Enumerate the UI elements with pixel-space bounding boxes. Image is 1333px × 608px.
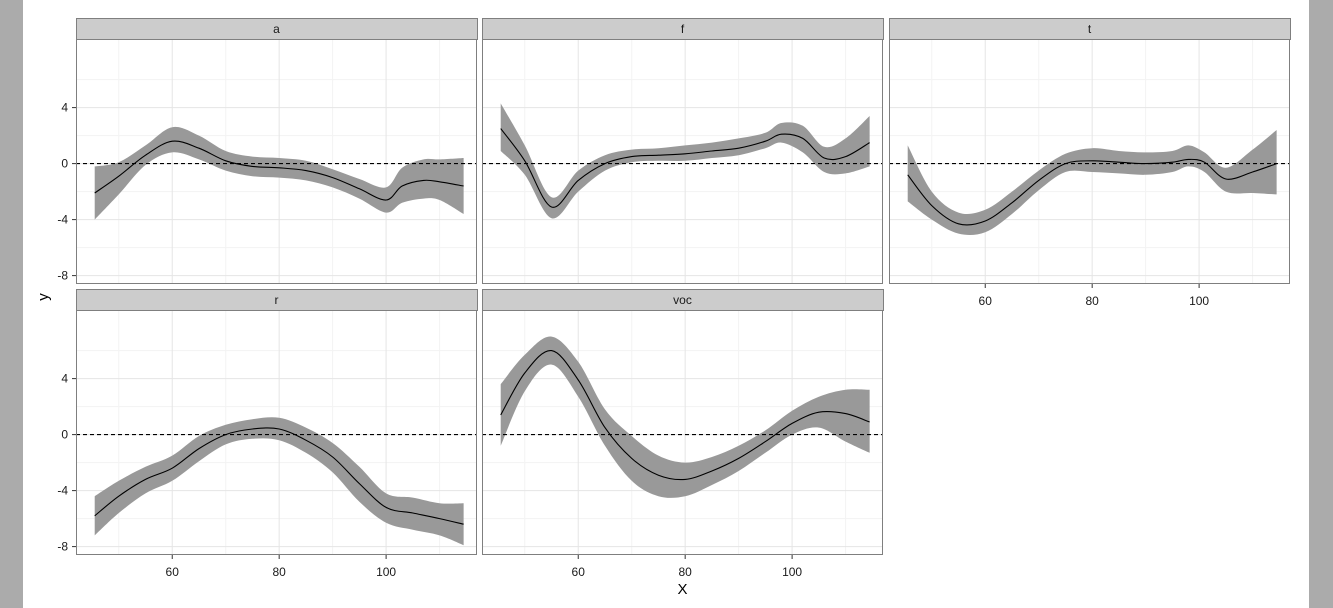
x-tick-label: 80 [678, 565, 692, 579]
x-tick-label: 60 [166, 565, 180, 579]
x-axis-title: X [677, 581, 687, 598]
x-tick-label: 100 [1189, 294, 1209, 308]
series-line-a [94, 140, 464, 201]
confidence-band [94, 126, 464, 220]
confidence-band [94, 417, 464, 546]
facet-panel-r: r -8 -4 0 4 60 80 100 [57, 289, 478, 579]
panel-border [482, 310, 883, 555]
y-tick-label: -8 [57, 540, 68, 554]
confidence-band [500, 103, 870, 219]
y-tick-label: 4 [61, 101, 68, 115]
x-tick-label: 60 [979, 294, 993, 308]
facet-panel-f: f [482, 18, 884, 284]
facet-strip-label: t [1088, 22, 1092, 36]
y-tick-label: -8 [57, 269, 68, 283]
facet-strip-label: voc [673, 293, 692, 307]
series-line-r [94, 427, 464, 525]
facet-strip-label: a [273, 22, 280, 36]
facet-strip-label: r [275, 293, 279, 307]
series-line-t [907, 158, 1277, 226]
x-tick-label: 100 [782, 565, 802, 579]
x-tick-label: 60 [572, 565, 586, 579]
panel-border [889, 39, 1290, 284]
facet-panel-voc: voc 60 80 100 [482, 289, 884, 579]
panel-border [76, 39, 477, 284]
series-line-f [500, 128, 870, 208]
y-tick-label: 0 [61, 157, 68, 171]
confidence-band [500, 336, 870, 498]
confidence-band [907, 130, 1277, 235]
panel-border [482, 39, 883, 284]
facet-strip-label: f [681, 22, 685, 36]
x-tick-label: 80 [272, 565, 286, 579]
facet-panel-t: t 60 80 100 [889, 18, 1291, 308]
faceted-chart: a -8 -4 0 4 f t 60 80 100 r -8 -4 0 4 60 80 100 voc 60 80 100… [35, 18, 1291, 598]
y-axis-title: y [35, 293, 52, 301]
series-line-voc [500, 350, 870, 481]
x-tick-label: 100 [376, 565, 396, 579]
facet-panel-a: a -8 -4 0 4 [57, 18, 478, 284]
x-tick-label: 80 [1085, 294, 1099, 308]
y-tick-label: 0 [61, 428, 68, 442]
y-tick-label: -4 [57, 484, 68, 498]
y-tick-label: -4 [57, 213, 68, 227]
plot-canvas: a -8 -4 0 4 f t 60 80 100 r -8 -4 0 4 60 80 100 voc 60 80 100… [23, 0, 1309, 608]
panel-border [76, 310, 477, 555]
y-tick-label: 4 [61, 372, 68, 386]
